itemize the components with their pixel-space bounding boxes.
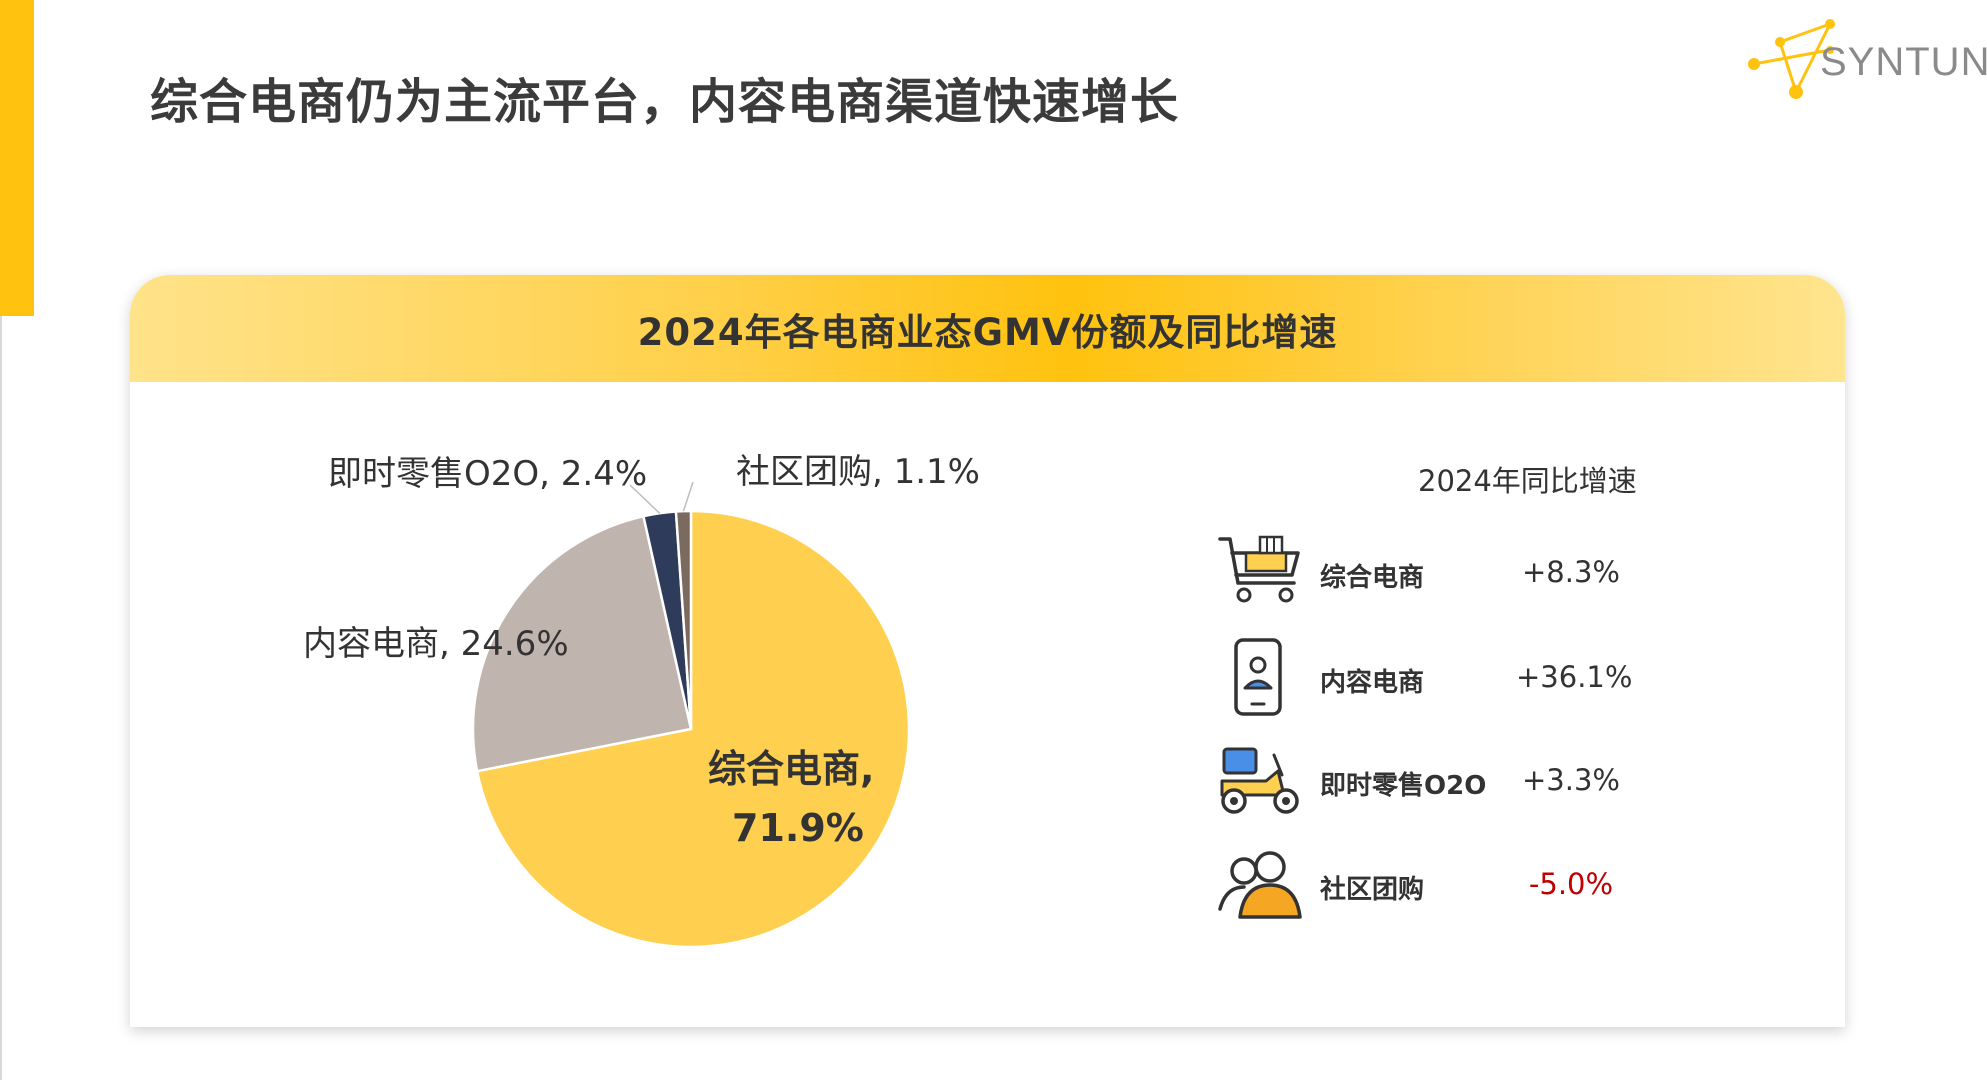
growth-category: 综合电商: [1320, 563, 1425, 593]
card-title: 2024年各电商业态GMV份额及同比增速: [637, 310, 1338, 354]
pie-slice: [471, 514, 693, 773]
growth-row: 综合电商 +8.3%: [1216, 533, 1636, 613]
growth-row: 社区团购 -5.0%: [1216, 845, 1636, 925]
group-users-icon: [1218, 851, 1302, 919]
leader-line: [682, 481, 694, 512]
shopping-cart-icon: [1218, 535, 1300, 603]
leader-line: [629, 484, 661, 514]
page-title: 综合电商仍为主流平台，内容电商渠道快速增长: [150, 74, 1180, 130]
left-border-line: [0, 316, 2, 1080]
slice-label: 内容电商, 24.6%: [303, 624, 569, 664]
growth-value: +3.3%: [1522, 763, 1620, 797]
growth-title: 2024年同比增速: [1418, 464, 1637, 498]
syntun-logo-icon: [1748, 19, 1835, 99]
growth-row: 即时零售O2O +3.3%: [1216, 741, 1636, 821]
slice-label: 社区团购, 1.1%: [736, 452, 980, 492]
chart-card: 2024年各电商业态GMV份额及同比增速: [130, 275, 1845, 1027]
slice-label: 71.9%: [732, 806, 864, 850]
slice-label: 即时零售O2O, 2.4%: [328, 454, 648, 494]
logo-text: SYNTUN: [1820, 40, 1987, 84]
delivery-scooter-icon: [1220, 747, 1299, 814]
growth-value: -5.0%: [1528, 867, 1614, 901]
pie-slice: [475, 509, 911, 949]
mobile-user-icon: [1234, 638, 1282, 716]
slice-label: 综合电商,: [708, 747, 875, 791]
growth-value: +36.1%: [1516, 660, 1633, 694]
growth-category: 即时零售O2O: [1320, 771, 1487, 801]
growth-row: 内容电商 +36.1%: [1216, 638, 1636, 718]
card-header: 2024年各电商业态GMV份额及同比增速: [130, 275, 1845, 382]
growth-category: 社区团购: [1320, 875, 1425, 905]
growth-category: 内容电商: [1320, 668, 1425, 698]
growth-value: +8.3%: [1522, 555, 1620, 589]
accent-bar: [0, 0, 34, 316]
